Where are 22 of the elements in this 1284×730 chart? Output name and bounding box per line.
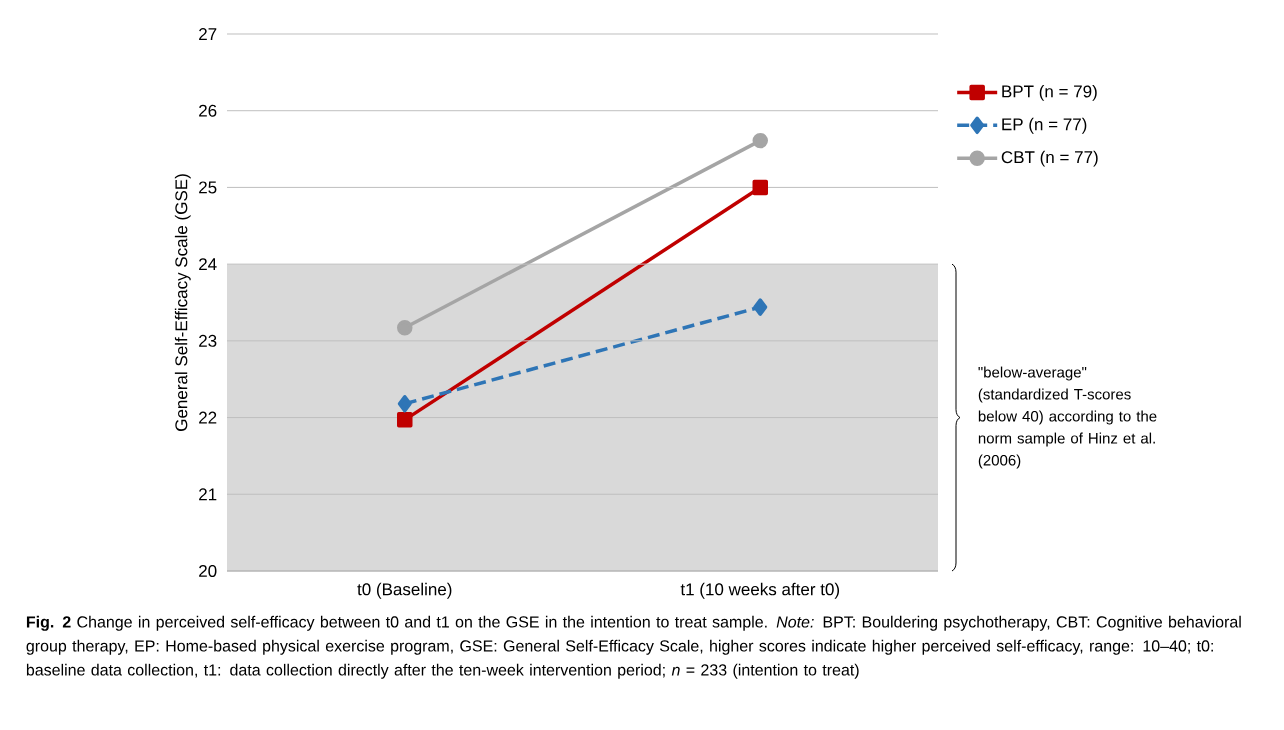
x-tick-label: t0 (Baseline)	[357, 582, 452, 599]
y-tick-label: 23	[199, 334, 217, 347]
y-tick-label: 20	[199, 564, 217, 578]
point	[397, 320, 413, 336]
legend-label: EP (n = 77)	[1002, 117, 1087, 134]
point	[753, 298, 768, 316]
point	[397, 412, 413, 428]
band-label: "below-average" (standardized T-scores below 40) according to the norm sample of Hinz et al. (2006)	[978, 366, 1157, 469]
y-tick-label: 22	[199, 411, 217, 424]
point	[752, 132, 769, 149]
y-axis-title: General Self-Efficacy Scale (GSE)	[174, 174, 191, 431]
y-tick-label: 21	[199, 488, 217, 501]
x-tick-label: t1 (10 weeks after t0)	[680, 582, 840, 599]
text: Fig. 2 Change in perceived self-efficacy between t0 and t1 on the GSE in the intention to treat sample. Note: BPT: Bouldering psychotherapy, CBT: Cognitive behavioral group therapy, EP: Home-based physical exercise program, GSE: General Self-Efficacy Scale, higher scores indicate higher perceived self-efficacy, range: 10–40; t0: baseline data collection, t1: data collection directly after the ten-week intervention period; n = 233 (intention to treat)	[26, 615, 1241, 679]
legend-label: CBT (n = 77)	[1001, 150, 1098, 167]
y-tick-label: 25	[199, 181, 217, 194]
point	[397, 395, 412, 413]
point	[752, 179, 769, 196]
y-tick-label: 26	[199, 104, 217, 117]
y-tick-label: 24	[199, 258, 217, 271]
y-tick-label: 27	[199, 28, 217, 40]
legend-label: BPT (n = 79)	[1002, 84, 1097, 101]
